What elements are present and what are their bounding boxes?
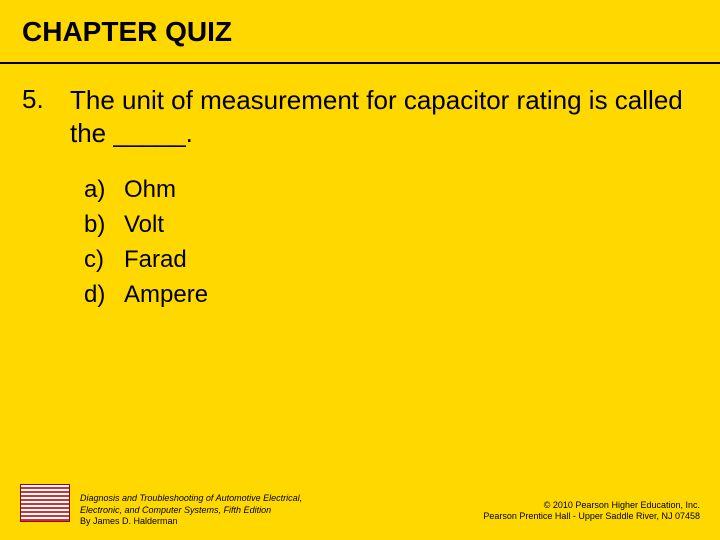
question-text: The unit of measurement for capacitor ra… [70, 84, 698, 151]
option-text: Farad [124, 246, 187, 274]
book-author: By James D. Halderman [80, 516, 178, 526]
footer: Diagnosis and Troubleshooting of Automot… [0, 480, 720, 540]
book-title-line1: Diagnosis and Troubleshooting of Automot… [80, 493, 302, 503]
option-text: Ohm [124, 176, 176, 204]
option-c: c) Farad [84, 246, 208, 274]
copyright-line1: © 2010 Pearson Higher Education, Inc. [544, 500, 700, 510]
options-list: a) Ohm b) Volt c) Farad d) Ampere [84, 176, 208, 316]
footer-left-text: Diagnosis and Troubleshooting of Automot… [80, 493, 380, 527]
question-block: 5. The unit of measurement for capacitor… [22, 84, 698, 151]
option-letter: d) [84, 281, 124, 309]
option-letter: c) [84, 246, 124, 274]
book-title-line2: Electronic, and Computer Systems, Fifth … [80, 505, 271, 515]
option-text: Volt [124, 211, 164, 239]
option-b: b) Volt [84, 211, 208, 239]
option-a: a) Ohm [84, 176, 208, 204]
footer-right-text: © 2010 Pearson Higher Education, Inc. Pe… [483, 500, 700, 523]
page-title: CHAPTER QUIZ [22, 16, 232, 48]
publisher-logo-icon [20, 484, 70, 522]
question-number: 5. [22, 84, 70, 115]
option-letter: b) [84, 211, 124, 239]
divider [0, 62, 720, 64]
copyright-line2: Pearson Prentice Hall - Upper Saddle Riv… [483, 511, 700, 521]
option-text: Ampere [124, 281, 208, 309]
option-d: d) Ampere [84, 281, 208, 309]
option-letter: a) [84, 176, 124, 204]
